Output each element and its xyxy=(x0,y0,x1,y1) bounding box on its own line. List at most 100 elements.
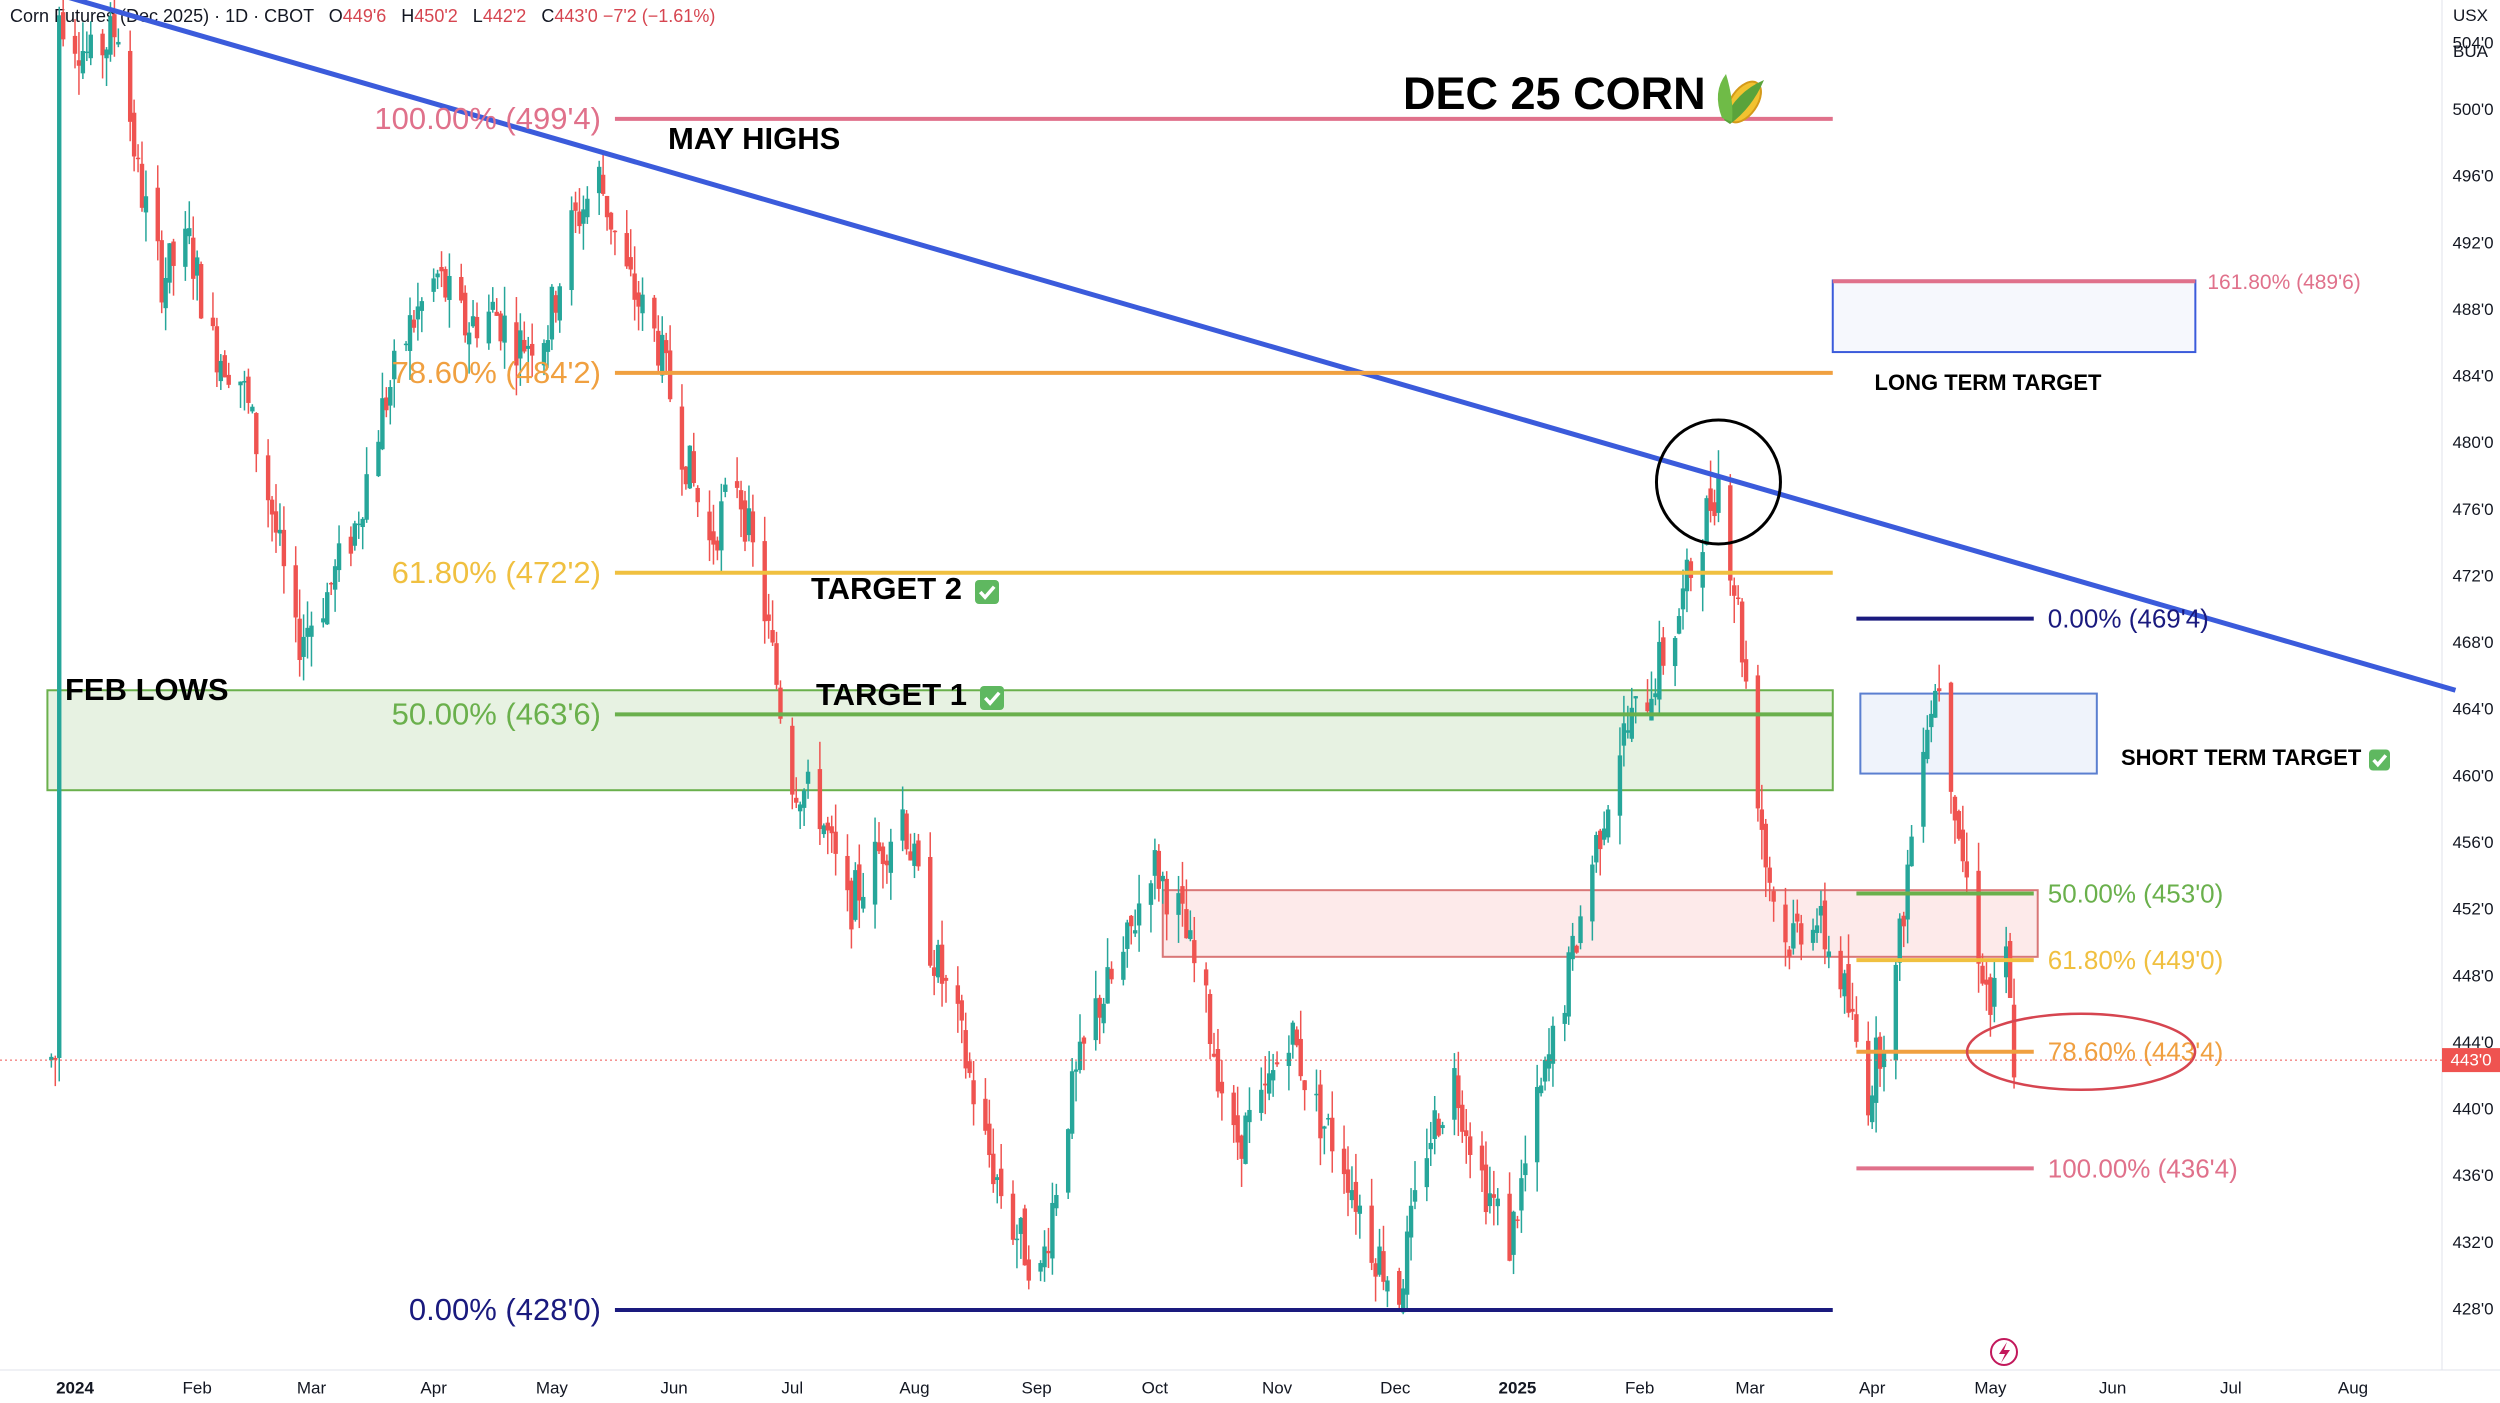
candle-body xyxy=(1933,690,1938,718)
candle xyxy=(1341,1125,1347,1194)
candle xyxy=(549,284,555,351)
candle xyxy=(1385,1276,1390,1308)
candle-body xyxy=(250,406,255,412)
candle-body xyxy=(983,1098,988,1131)
candle xyxy=(801,788,807,826)
fib-level-label: 0.00% (469'4) xyxy=(2048,603,2209,633)
candle-body xyxy=(695,487,700,503)
candle xyxy=(1838,936,1843,998)
candle xyxy=(632,246,637,321)
candle-body xyxy=(1799,923,1804,945)
candle xyxy=(498,310,503,351)
candle xyxy=(1936,664,1942,702)
candle-body xyxy=(431,278,436,292)
candle-body xyxy=(1605,809,1611,838)
candle xyxy=(1235,1086,1240,1160)
candle xyxy=(1519,1159,1524,1233)
candle xyxy=(1700,539,1705,612)
candle xyxy=(494,298,499,316)
candle xyxy=(596,160,602,215)
candle xyxy=(1290,1020,1296,1059)
candle xyxy=(226,362,231,389)
candle-body xyxy=(829,826,834,834)
trendline-test-circle xyxy=(1654,418,1782,546)
candle-body xyxy=(384,397,389,411)
candle-body xyxy=(325,592,330,625)
candle xyxy=(1101,997,1106,1034)
candle xyxy=(1487,1166,1493,1214)
candle-body xyxy=(403,343,409,346)
candle-body xyxy=(935,944,941,978)
candle xyxy=(1428,1121,1433,1166)
candle-body xyxy=(1101,1003,1106,1024)
candle-body xyxy=(1649,698,1654,721)
candle-body xyxy=(246,376,251,403)
candle xyxy=(194,250,200,301)
candle-body xyxy=(1921,751,1926,827)
candle-body xyxy=(388,386,393,406)
candle-body xyxy=(222,355,227,378)
candle-body xyxy=(1259,1089,1264,1113)
candle xyxy=(1464,1108,1469,1164)
candle-body xyxy=(939,944,945,984)
candle xyxy=(214,317,220,388)
candle-body xyxy=(1936,688,1942,692)
candle-body xyxy=(604,195,610,218)
candle xyxy=(553,290,559,323)
candle xyxy=(569,196,574,306)
candle-body xyxy=(415,306,421,320)
candle-body xyxy=(439,266,444,272)
candle-body xyxy=(1838,950,1843,990)
candle-body xyxy=(1712,502,1717,517)
candle xyxy=(1203,962,1209,1013)
candle-body xyxy=(1854,1014,1859,1042)
candle xyxy=(474,302,480,348)
high-label: H xyxy=(401,6,415,26)
chart-title: DEC 25 CORN xyxy=(1403,68,1706,119)
check-mark xyxy=(978,585,996,600)
candle xyxy=(297,589,302,677)
candle xyxy=(1921,727,1926,843)
candle-body xyxy=(797,804,803,812)
candle-body xyxy=(1578,916,1583,944)
candle xyxy=(163,257,168,331)
candle-body xyxy=(955,985,961,1004)
candle xyxy=(1893,961,1899,1080)
x-tick-label: Jul xyxy=(2220,1378,2242,1397)
candle xyxy=(127,30,133,142)
candle-body xyxy=(608,212,614,230)
candle xyxy=(545,325,551,368)
candle xyxy=(1574,944,1579,954)
candle xyxy=(1491,1170,1497,1226)
candle xyxy=(431,268,436,302)
candle-body xyxy=(1065,1129,1071,1193)
candle-body xyxy=(1881,1051,1887,1068)
candle xyxy=(265,439,271,528)
candle xyxy=(1231,1085,1236,1143)
candle-body xyxy=(794,797,799,803)
candle xyxy=(1294,1026,1299,1048)
candle xyxy=(76,32,82,95)
candle-body xyxy=(1617,755,1623,816)
candle xyxy=(60,0,66,47)
candle-body xyxy=(1964,861,1969,878)
candle xyxy=(794,777,799,809)
feb-lows-label: FEB LOWS xyxy=(65,672,229,707)
candle-body xyxy=(1211,1053,1217,1057)
x-tick-label: Nov xyxy=(1262,1378,1293,1397)
candle xyxy=(663,332,669,375)
candle xyxy=(876,822,882,855)
candle xyxy=(916,833,921,871)
candle xyxy=(254,412,259,473)
y-tick-label: 428'0 xyxy=(2452,1299,2493,1318)
candle-body xyxy=(880,846,886,865)
candle-body xyxy=(1743,659,1749,682)
candle-body xyxy=(1704,498,1709,545)
candle-body xyxy=(1984,979,1989,985)
candle-body xyxy=(1810,929,1816,943)
y-tick-label: 472'0 xyxy=(2452,566,2493,585)
candle xyxy=(1649,671,1654,721)
candle xyxy=(817,741,823,845)
candle-body xyxy=(1105,967,1110,1004)
